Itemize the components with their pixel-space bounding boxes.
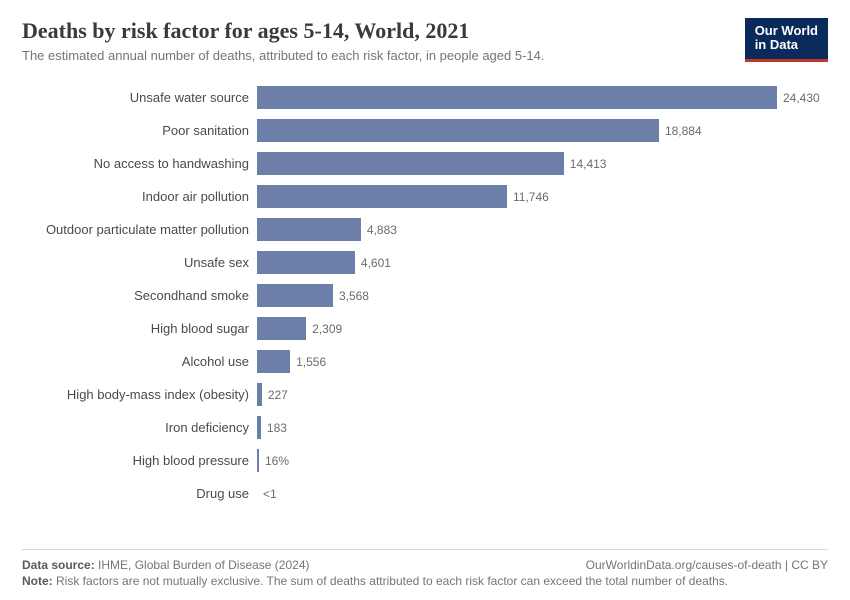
bar-label: Secondhand smoke — [22, 288, 257, 303]
bar-row: High body-mass index (obesity) 227 — [22, 380, 828, 409]
bar-value: 14,413 — [570, 157, 607, 171]
bar-wrap: 2,309 — [257, 314, 828, 343]
bar-row: Outdoor particulate matter pollution 4,88… — [22, 215, 828, 244]
bar-wrap: 11,746 — [257, 182, 828, 211]
bar-row: Secondhand smoke 3,568 — [22, 281, 828, 310]
bar — [257, 383, 262, 406]
footer-note: Note: Risk factors are not mutually excl… — [22, 574, 828, 588]
bar-label: No access to handwashing — [22, 156, 257, 171]
bar-value: 24,430 — [783, 91, 820, 105]
bar — [257, 284, 333, 307]
bar-label: Unsafe water source — [22, 90, 257, 105]
bar-label: Unsafe sex — [22, 255, 257, 270]
source-text: IHME, Global Burden of Disease (2024) — [98, 558, 309, 572]
bar-row: Indoor air pollution 11,746 — [22, 182, 828, 211]
chart-area: Unsafe water source 24,430 Poor sanitation… — [22, 83, 828, 543]
bar-label: Alcohol use — [22, 354, 257, 369]
bar-row: Unsafe water source 24,430 — [22, 83, 828, 112]
bar-label: High blood pressure — [22, 453, 257, 468]
bar-value: 4,883 — [367, 223, 397, 237]
bar-wrap: 16% — [257, 446, 828, 475]
bar-value: 227 — [268, 388, 288, 402]
source-label: Data source: — [22, 558, 95, 572]
bar-wrap: 24,430 — [257, 83, 828, 112]
bar-label: High blood sugar — [22, 321, 257, 336]
bar — [257, 152, 564, 175]
logo-line1: Our World — [755, 24, 818, 38]
data-source: Data source: IHME, Global Burden of Dise… — [22, 558, 309, 572]
bar-wrap: 3,568 — [257, 281, 828, 310]
note-label: Note: — [22, 574, 53, 588]
bar-row: No access to handwashing 14,413 — [22, 149, 828, 178]
bar-row: High blood sugar 2,309 — [22, 314, 828, 343]
bar-value: 4,601 — [361, 256, 391, 270]
bar-wrap: 18,884 — [257, 116, 828, 145]
logo-line2: in Data — [755, 38, 818, 52]
bar-value: <1 — [263, 487, 277, 501]
bar-row: Unsafe sex 4,601 — [22, 248, 828, 277]
bar-label: Iron deficiency — [22, 420, 257, 435]
bar-wrap: 1,556 — [257, 347, 828, 376]
bar — [257, 449, 259, 472]
bar — [257, 86, 777, 109]
footer-row-1: Data source: IHME, Global Burden of Dise… — [22, 558, 828, 572]
bar — [257, 251, 355, 274]
bar-wrap: 4,883 — [257, 215, 828, 244]
chart-subtitle: The estimated annual number of deaths, a… — [22, 48, 545, 65]
attribution: OurWorldinData.org/causes-of-death | CC … — [586, 558, 828, 572]
bar-row: Poor sanitation 18,884 — [22, 116, 828, 145]
bar-value: 11,746 — [513, 190, 549, 204]
bar-row: High blood pressure 16% — [22, 446, 828, 475]
bar-label: Indoor air pollution — [22, 189, 257, 204]
bar — [257, 218, 361, 241]
bar-row: Iron deficiency 183 — [22, 413, 828, 442]
bar — [257, 416, 261, 439]
bar-wrap: 183 — [257, 413, 828, 442]
owid-logo: Our World in Data — [745, 18, 828, 62]
bar — [257, 119, 659, 142]
chart-container: Deaths by risk factor for ages 5-14, Wor… — [0, 0, 850, 600]
bar-label: High body-mass index (obesity) — [22, 387, 257, 402]
bar — [257, 185, 507, 208]
bar-wrap: 227 — [257, 380, 828, 409]
bar-row: Drug use <1 — [22, 479, 828, 508]
bar-value: 2,309 — [312, 322, 342, 336]
bar-value: 16% — [265, 454, 289, 468]
bar-row: Alcohol use 1,556 — [22, 347, 828, 376]
bar-label: Drug use — [22, 486, 257, 501]
bar-wrap: 4,601 — [257, 248, 828, 277]
bar-value: 1,556 — [296, 355, 326, 369]
header: Deaths by risk factor for ages 5-14, Wor… — [22, 18, 828, 65]
bar-value: 18,884 — [665, 124, 702, 138]
bar-label: Outdoor particulate matter pollution — [22, 222, 257, 237]
bar — [257, 350, 290, 373]
chart-title: Deaths by risk factor for ages 5-14, Wor… — [22, 18, 545, 44]
bar-value: 183 — [267, 421, 287, 435]
bar-value: 3,568 — [339, 289, 369, 303]
bar-label: Poor sanitation — [22, 123, 257, 138]
bar-wrap: 14,413 — [257, 149, 828, 178]
bar-wrap: <1 — [257, 479, 828, 508]
note-text: Risk factors are not mutually exclusive.… — [56, 574, 728, 588]
bar — [257, 317, 306, 340]
title-block: Deaths by risk factor for ages 5-14, Wor… — [22, 18, 545, 65]
footer: Data source: IHME, Global Burden of Dise… — [22, 549, 828, 588]
